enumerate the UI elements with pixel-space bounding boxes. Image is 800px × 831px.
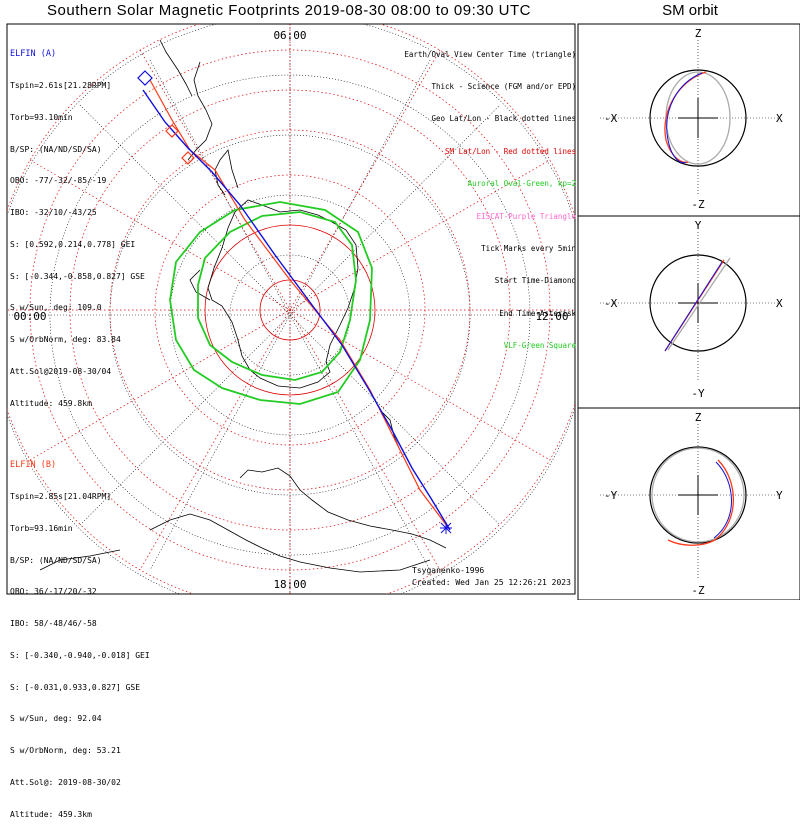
legend-item: EISCAT-Purple Triangle [476, 211, 576, 221]
sm2-label-top: Y [695, 219, 702, 232]
coastlines [39, 39, 447, 573]
map-frame [6, 23, 576, 595]
sm1-label-right: X [776, 112, 783, 125]
end-markers [440, 522, 452, 534]
elfin-a-line: IBO: -32/10/-43/25 [10, 208, 97, 218]
sm-panel-1: -X X Z -Z [600, 27, 783, 211]
start-markers [137, 70, 195, 165]
elfin-b-line: S: [-0.031,0.933,0.827] GSE [10, 682, 141, 692]
hour-label-top: 06:00 [273, 29, 306, 42]
elfin-a-line: Torb=93.10min [10, 112, 73, 122]
footprint-map: 06:00 00:00 12:00 18:00 Tsyganenko-1996 … [6, 23, 800, 600]
created-text: Created: Wed Jan 25 12:26:21 2023 [412, 578, 571, 587]
hour-label-left: 00:00 [13, 310, 46, 323]
legend: Earth/Oval View Center Time (triangle) T… [404, 28, 576, 363]
elfin-b-line: Att.Sol@: 2019-08-30/02 [10, 778, 121, 787]
legend-item: SM Lat/Lon - Red dotted lines [445, 146, 576, 156]
elfin-a-line: B/SP: (NA/ND/SD/SA) [10, 144, 102, 154]
auroral-oval [169, 201, 373, 405]
sm1-label-bottom: -Z [691, 198, 705, 211]
elfin-a-line: S w/OrbNorm, deg: 83.84 [10, 335, 121, 345]
sm-orbit-panels [577, 23, 800, 600]
sm2-label-right: X [776, 297, 783, 310]
elfin-a-info: ELFIN (A) Tspin=2.61s[21.28RPM] Torb=93.… [10, 28, 145, 420]
elfin-b-line: IBO: 58/-48/46/-58 [10, 619, 97, 629]
elfin-a-line: S: [0.592,0.214,0.778] GEI [10, 239, 136, 249]
elfin-a-line: S w/Sun, deg: 109.0 [10, 303, 102, 313]
elfin-a-start-diamond [137, 70, 153, 86]
elfin-b-name: ELFIN (B) [10, 460, 57, 471]
elfin-a-line: Att.Sol@2019-08-30/04 [10, 367, 112, 376]
elfin-b-start-diamond [165, 124, 179, 138]
elfin-b-line: S w/Sun, deg: 92.04 [10, 714, 102, 724]
elfin-b-info: ELFIN (B) Tspin=2.85s[21.04RPM] Torb=93.… [10, 439, 150, 831]
legend-item: Start Time-Diamond [494, 276, 576, 286]
legend-item: Earth/Oval View Center Time (triangle) [404, 49, 576, 59]
sm-orbit-title: SM orbit [662, 2, 718, 19]
elfin-b-start-diamond-2 [181, 151, 195, 165]
legend-item: Tick Marks every 5min [481, 243, 576, 253]
sm-grid [7, 24, 575, 594]
sm3-label-bottom: -Z [691, 584, 705, 597]
sm2-label-bottom: -Y [691, 387, 705, 400]
elfin-b-line: Torb=93.16min [10, 523, 73, 533]
credit-text: Tsyganenko-1996 [412, 566, 484, 575]
elfin-b-line: Altitude: 459.3km [10, 809, 92, 819]
elfin-b-line: B/SP: (NA/ND/SD/SA) [10, 555, 102, 565]
legend-item: End Time-Asterisk [499, 308, 576, 318]
elfin-a-line: S: [-0.344,-0.858,0.827] GSE [10, 271, 145, 281]
page-title: Southern Solar Magnetic Footprints 2019-… [47, 2, 531, 19]
sm-panel-3: -Y Y Z -Z [600, 411, 783, 597]
elfin-b-track [149, 79, 451, 531]
elfin-b-line: S: [-0.340,-0.940,-0.018] GEI [10, 650, 150, 660]
sm2-label-left: -X [604, 297, 618, 310]
elfin-a-line: Tspin=2.61s[21.28RPM] [10, 80, 112, 90]
legend-item: Thick - Science (FGM and/or EPD) [431, 81, 577, 91]
elfin-a-track [142, 89, 451, 531]
legend-item: VLF-Green Square [503, 341, 576, 351]
legend-item: Auroral Oval-Green, kp=2 [467, 179, 576, 189]
elfin-b-line: Tspin=2.85s[21.04RPM] [10, 491, 112, 501]
sm3-label-right: Y [776, 489, 783, 502]
elfin-b-line: S w/OrbNorm, deg: 53.21 [10, 746, 121, 756]
sm1-label-top: Z [695, 27, 702, 40]
elfin-a-name: ELFIN (A) [10, 49, 57, 60]
sm-panel-2: -X X Y -Y [600, 219, 783, 400]
sm1-label-left: -X [604, 112, 618, 125]
sm3-label-left: -Y [604, 489, 618, 502]
elfin-a-line: Altitude: 459.8km [10, 398, 92, 408]
legend-item: Geo Lat/Lon - Black dotted lines [431, 114, 577, 124]
elfin-b-line: OBO: 36/-17/20/-32 [10, 587, 97, 597]
sm3-label-top: Z [695, 411, 702, 424]
elfin-a-line: OBO: -77/-32/-85/-19 [10, 176, 107, 186]
hour-label-right: 12:00 [535, 310, 568, 323]
hour-label-bottom: 18:00 [273, 578, 306, 591]
